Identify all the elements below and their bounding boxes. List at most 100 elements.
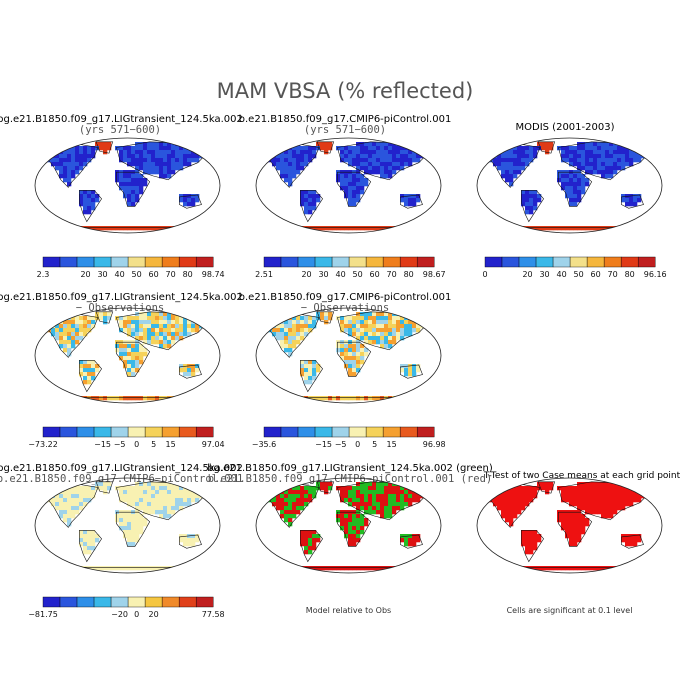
panel-subtitle: b.e21.B1850.f09_g17.CMIP6−piControl.001 … — [208, 473, 492, 485]
colorbar-swatch — [93, 426, 112, 438]
colorbar-swatch — [178, 256, 197, 268]
colorbar-tick-label: 20 — [149, 610, 159, 619]
colorbar-tick-label: 70 — [608, 270, 618, 279]
panel-p8: bg.e21.B1850.f09_g17.LIGtransient_124.5k… — [207, 463, 493, 615]
colorbar-tick-label: 5 — [372, 440, 377, 449]
panel-title: MODIS (2001-2003) — [516, 122, 615, 133]
colorbar-swatch — [93, 596, 112, 608]
colorbar-swatch — [569, 256, 588, 268]
map-p2 — [255, 137, 442, 234]
colorbar-swatch — [76, 256, 95, 268]
panel-p7: bg.e21.B1850.f09_g17.LIGtransient_124.5k… — [0, 463, 243, 619]
colorbar-min-label: −35.6 — [252, 440, 277, 449]
colorbar-tick-label: 50 — [132, 270, 142, 279]
colorbar-swatch — [76, 596, 95, 608]
panel-note: Cells are significant at 0.1 level — [507, 606, 633, 615]
colorbar-min-label: 0 — [482, 270, 487, 279]
colorbar-swatch — [178, 426, 197, 438]
panel-title: bg.e21.B1850.f09_g17.LIGtransient_124.5k… — [207, 463, 493, 474]
colorbar-swatch — [416, 256, 435, 268]
colorbar-tick-label: 80 — [625, 270, 635, 279]
map-p5 — [255, 307, 442, 404]
panel-subtitle: b.e21.B1850.f09_g17.CMIP6−piControl.001 — [0, 473, 243, 485]
colorbar-tick-label: 40 — [114, 270, 124, 279]
colorbar-tick-label: 60 — [149, 270, 159, 279]
colorbar-swatch — [365, 256, 384, 268]
colorbar-swatch — [144, 426, 163, 438]
colorbar-swatch — [195, 256, 214, 268]
colorbar-tick-label: 5 — [151, 440, 156, 449]
colorbar-tick-label: 60 — [370, 270, 380, 279]
colorbar-swatch — [518, 256, 537, 268]
colorbar-swatch — [93, 256, 112, 268]
colorbar-swatch — [263, 256, 282, 268]
colorbar-tick-label: 80 — [183, 270, 193, 279]
colorbar-swatch — [110, 596, 129, 608]
colorbar-swatch — [331, 256, 350, 268]
panel-p5: b.e21.B1850.f09_g17.CMIP6-piControl.001 −… — [239, 292, 452, 449]
colorbar-max-label: 97.04 — [202, 440, 225, 449]
map-p7 — [34, 477, 221, 574]
colorbar-tick-label: 0 — [134, 610, 139, 619]
colorbar-swatch — [399, 256, 418, 268]
colorbar-tick-label: 70 — [166, 270, 176, 279]
map-p1 — [34, 137, 221, 234]
panel-title: T-Test of two Case means at each grid po… — [483, 471, 681, 481]
colorbar-swatch — [586, 256, 605, 268]
colorbar-swatch — [297, 256, 316, 268]
panel-p1: bg.e21.B1850.f09_g17.LIGtransient_124.5k… — [0, 114, 243, 279]
panel-subtitle: (yrs 571−600) — [79, 124, 161, 136]
colorbar-swatch — [76, 426, 95, 438]
colorbar-min-label: −73.22 — [28, 440, 58, 449]
colorbar-swatch — [314, 426, 333, 438]
colorbar-swatch — [144, 256, 163, 268]
panel-title: bg.e21.B1850.f09_g17.LIGtransient_124.5k… — [0, 292, 243, 303]
colorbar-swatch — [280, 426, 299, 438]
map-p3 — [476, 137, 663, 234]
colorbar-swatch — [637, 256, 656, 268]
colorbar-tick-label: 70 — [387, 270, 397, 279]
colorbar-swatch — [382, 426, 401, 438]
colorbar-swatch — [161, 426, 180, 438]
colorbar-tick-label: 40 — [335, 270, 345, 279]
colorbar-tick-label: 80 — [404, 270, 414, 279]
colorbar: −35.6 96.98 −15 −5 0 5 15 — [252, 426, 446, 449]
colorbar-tick-label: 40 — [556, 270, 566, 279]
colorbar-swatch — [59, 596, 78, 608]
colorbar-swatch — [552, 256, 571, 268]
colorbar-tick-label: 15 — [166, 440, 176, 449]
colorbar-tick-label: 50 — [574, 270, 584, 279]
map-p4 — [34, 307, 221, 404]
colorbar-tick-label: −5 — [335, 440, 347, 449]
panel-p4: bg.e21.B1850.f09_g17.LIGtransient_124.5k… — [0, 292, 243, 449]
colorbar-min-label: 2.3 — [37, 270, 50, 279]
colorbar-swatch — [161, 596, 180, 608]
colorbar-swatch — [127, 256, 146, 268]
colorbar-swatch — [382, 256, 401, 268]
colorbar-tick-label: 20 — [522, 270, 532, 279]
colorbar: 0 96.16 20 30 40 50 60 70 80 — [482, 256, 667, 279]
colorbar-tick-label: 20 — [301, 270, 311, 279]
colorbar-tick-label: 0 — [355, 440, 360, 449]
colorbar-swatch — [331, 426, 350, 438]
colorbar-swatch — [59, 426, 78, 438]
colorbar-swatch — [280, 256, 299, 268]
colorbar-swatch — [501, 256, 520, 268]
colorbar-tick-label: 30 — [318, 270, 328, 279]
colorbar-max-label: 77.58 — [202, 610, 225, 619]
map-p9 — [476, 477, 663, 574]
map-p8 — [255, 477, 442, 574]
panel-title: b.e21.B1850.f09_g17.CMIP6-piControl.001 — [239, 114, 452, 125]
colorbar-swatch — [110, 426, 129, 438]
colorbar-max-label: 96.98 — [423, 440, 446, 449]
panel-title: bg.e21.B1850.f09_g17.LIGtransient_124.5k… — [0, 114, 243, 125]
figure-title: MAM VBSA (% reflected) — [217, 79, 474, 103]
panel-subtitle: (yrs 571−600) — [304, 124, 386, 136]
colorbar-tick-label: 50 — [353, 270, 363, 279]
colorbar-tick-label: 60 — [591, 270, 601, 279]
colorbar-swatch — [484, 256, 503, 268]
colorbar-tick-label: 30 — [97, 270, 107, 279]
panel-p2: b.e21.B1850.f09_g17.CMIP6-piControl.001(… — [239, 114, 452, 279]
colorbar-swatch — [59, 256, 78, 268]
